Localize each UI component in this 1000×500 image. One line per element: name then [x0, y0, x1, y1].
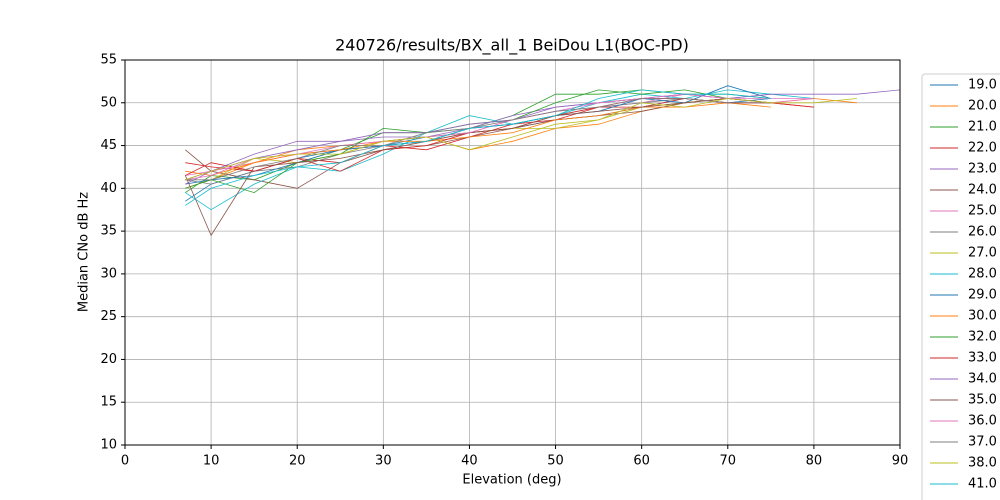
x-tick-label: 60	[633, 454, 650, 469]
lines	[184, 85, 901, 237]
legend-label: 23.0	[968, 162, 997, 177]
x-tick-label: 20	[289, 454, 306, 469]
legend-entries: 19.0 20.0 21.0 22.0 23.0 24.0 25.0 26.0 27.0 28.0…	[930, 78, 997, 492]
legend-label: 19.0	[968, 78, 997, 93]
legend-label: 21.0	[968, 120, 997, 135]
series-line	[185, 89, 901, 185]
y-tick-label: 15	[100, 395, 117, 410]
legend-label: 25.0	[968, 204, 997, 219]
legend-label: 22.0	[968, 141, 997, 156]
y-tick-label: 40	[100, 181, 117, 196]
legend-label: 38.0	[968, 456, 997, 471]
x-tick-label: 40	[461, 454, 478, 469]
legend	[921, 73, 1000, 500]
x-tick-label: 10	[203, 454, 220, 469]
legend-label: 33.0	[968, 351, 997, 366]
legend-label: 30.0	[968, 309, 997, 324]
legend-label: 32.0	[968, 330, 997, 345]
legend-label: 34.0	[968, 372, 997, 387]
legend-label: 24.0	[968, 183, 997, 198]
legend-label: 36.0	[968, 414, 997, 429]
x-tick-label: 30	[375, 454, 392, 469]
legend-label: 41.0	[968, 477, 997, 492]
y-tick-label: 20	[100, 352, 117, 367]
grid: 0 10 20 30 40 50 60 70 80 90 10 15 20 25 30 35 40 45 50 55	[100, 53, 908, 469]
x-axis-label: Elevation (deg)	[462, 473, 561, 488]
legend-label: 26.0	[968, 225, 997, 240]
y-tick-label: 50	[100, 95, 117, 110]
legend-label: 37.0	[968, 435, 997, 450]
y-axis-label: Median CNo dB Hz	[77, 192, 92, 312]
plot-frame	[124, 59, 901, 446]
chart-title: 240726/results/BX_all_1 BeiDou L1(BOC-PD…	[335, 36, 689, 56]
x-tick-label: 90	[892, 454, 909, 469]
x-tick-label: 0	[121, 454, 129, 469]
y-tick-label: 55	[100, 53, 117, 68]
series-line	[185, 102, 771, 176]
series-line	[185, 89, 771, 206]
x-tick-label: 70	[720, 454, 737, 469]
y-tick-label: 30	[100, 266, 117, 281]
y-tick-label: 25	[100, 309, 117, 324]
x-tick-label: 50	[547, 454, 564, 469]
legend-label: 27.0	[968, 246, 997, 261]
x-tick-label: 80	[806, 454, 823, 469]
y-tick-label: 45	[100, 138, 117, 153]
y-tick-label: 10	[100, 438, 117, 453]
legend-label: 29.0	[968, 288, 997, 303]
legend-label: 35.0	[968, 393, 997, 408]
legend-label: 20.0	[968, 99, 997, 114]
y-tick-label: 35	[100, 224, 117, 239]
series-line	[185, 98, 857, 181]
legend-label: 28.0	[968, 267, 997, 282]
